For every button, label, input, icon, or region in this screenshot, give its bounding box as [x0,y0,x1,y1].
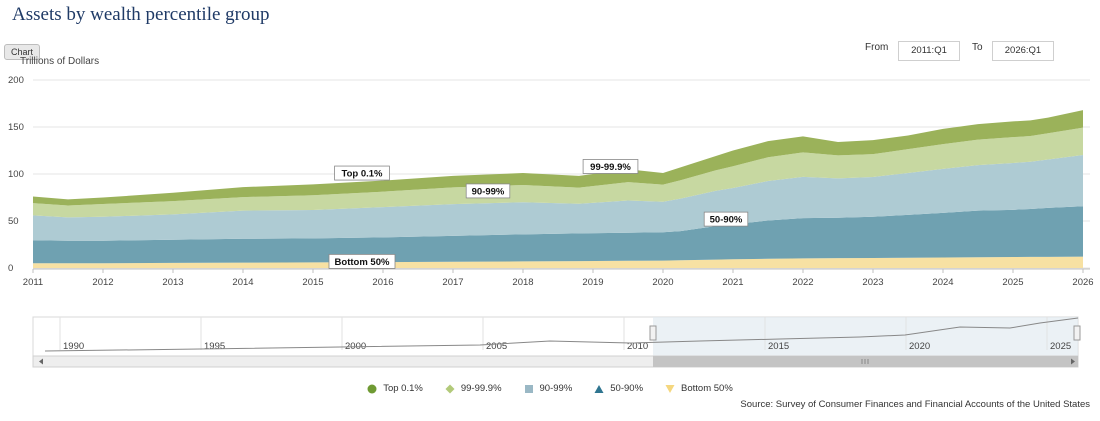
area-top-0-1- [33,110,1083,206]
y-tick-label: 100 [8,169,24,180]
x-tick-label: 2012 [92,277,113,288]
y-axis-label: Trillions of Dollars [20,56,100,67]
annotation-box [582,159,639,174]
annotation: 90-99% [465,183,511,199]
annotation-box [465,183,511,199]
legend-label: Top 0.1% [383,383,423,394]
navigator-year-label: 2010 [627,341,648,352]
chart-button[interactable]: Chart [4,44,41,60]
legend: Top 0.1% 99-99.9% 90-99% 50-90% Bottom 50% [0,383,1100,394]
y-axis-ticks: 0 50 100 150 200 [8,75,24,274]
annotation-label: 99-99.9% [590,162,631,173]
annotation: Bottom 50% [328,254,396,269]
annotation-label: 50-90% [710,215,743,226]
y-tick-label: 50 [8,216,19,227]
x-tick-label: 2021 [722,277,743,288]
navigator-year-label: 2015 [768,341,789,352]
legend-square-icon [524,384,533,393]
navigator-year-label: 1995 [204,341,225,352]
x-tick-label: 2018 [512,277,533,288]
y-tick-label: 0 [8,263,13,274]
legend-item[interactable]: 99-99.9% [445,383,502,394]
y-tick-label: 150 [8,122,24,133]
navigator-series-line [44,317,1079,352]
annotation-label: Top 0.1% [342,169,384,180]
x-tick-label: 2024 [932,277,953,288]
annotation: 50-90% [703,211,749,227]
legend-triangle-down-icon [665,384,675,393]
x-axis-ticks: 2011 2012 2013 2014 2015 2016 2017 2018 2019 2020… [23,268,1094,288]
annotation-label: 90-99% [472,186,505,197]
annotation: Top 0.1% [334,165,390,181]
x-tick-label: 2013 [162,277,183,288]
x-tick-label: 2015 [302,277,323,288]
annotation-box [328,254,396,269]
area-99-99-9- [33,127,1083,218]
legend-diamond-icon [445,384,455,393]
range-to-label: To [972,42,983,53]
navigator-year-label: 1990 [63,341,84,352]
x-tick-label: 2020 [652,277,673,288]
source-note: Source: Survey of Consumer Finances and … [740,399,1090,410]
x-tick-label: 2019 [582,277,603,288]
navigator-right-handle[interactable] [1073,325,1081,341]
annotation-label: Bottom 50% [335,257,390,268]
annotation-box [334,165,390,181]
legend-circle-icon [367,384,377,393]
legend-label: Bottom 50% [681,383,733,394]
x-tick-label: 2023 [862,277,883,288]
legend-item[interactable]: 90-99% [524,383,573,394]
navigator-year-label: 2020 [909,341,930,352]
page-title: Assets by wealth percentile group [12,4,270,25]
legend-item[interactable]: Top 0.1% [367,383,423,394]
range-from-label: From [865,42,889,53]
legend-label: 99-99.9% [460,383,502,394]
x-tick-label: 2026 [1072,277,1093,288]
x-tick-label: 2014 [232,277,253,288]
legend-label: 50-90% [610,383,644,394]
navigator-left-handle[interactable] [649,325,657,341]
legend-item[interactable]: 50-90% [594,383,643,394]
annotations: Top 0.1% 99-99.9% 90-99% 50-90% Bottom 50% [328,159,749,269]
area-50-90- [33,206,1083,264]
navigator-year-label: 2005 [486,341,507,352]
y-tick-label: 200 [8,75,24,86]
range-to-input[interactable]: 2026:Q1 [992,41,1054,61]
range-navigator[interactable]: 1990 1995 2000 2005 2010 2015 2020 2025 [0,310,1100,370]
area-series [33,110,1083,268]
area-bottom-50- [33,256,1083,268]
range-from-input[interactable]: 2011:Q1 [898,41,960,61]
annotation: 99-99.9% [582,159,639,174]
legend-item[interactable]: Bottom 50% [665,383,733,394]
x-tick-label: 2017 [442,277,463,288]
scroll-left-arrow-icon[interactable] [39,358,43,365]
scroll-right-arrow-icon[interactable] [1071,358,1075,365]
x-tick-label: 2025 [1002,277,1023,288]
x-tick-label: 2022 [792,277,813,288]
x-tick-label: 2016 [372,277,393,288]
annotation-box [703,211,749,227]
scrollbar-grip-icon [861,359,869,364]
x-tick-label: 2011 [23,277,43,288]
legend-triangle-icon [594,384,604,393]
legend-label: 90-99% [539,383,573,394]
navigator-year-label: 2025 [1050,341,1071,352]
area-90-99- [33,155,1083,241]
